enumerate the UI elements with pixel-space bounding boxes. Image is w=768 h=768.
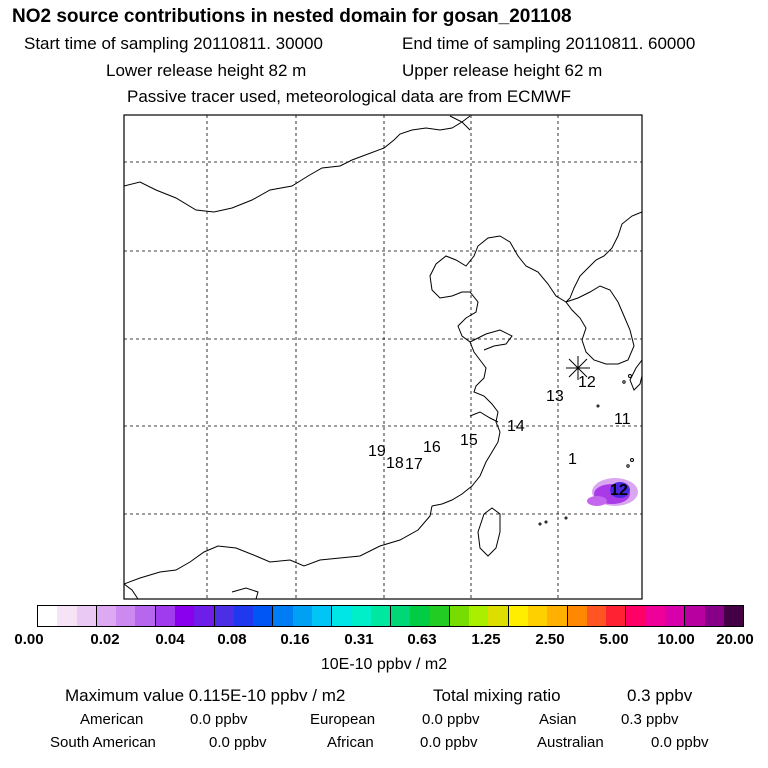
colorbar-segment [685, 606, 705, 626]
colorbar-segment [704, 606, 724, 626]
traj-label-13: 13 [546, 388, 564, 405]
colorbar-unit: 10E-10 ppbv / m2 [320, 656, 448, 673]
colorbar-segment [606, 606, 627, 626]
colorbar-segment [57, 606, 77, 626]
colorbar-segment [155, 606, 175, 626]
colorbar-segment [292, 606, 312, 626]
colorbar-tick: 2.50 [535, 631, 565, 648]
colorbar-tick: 20.00 [716, 631, 754, 648]
traj-label-1: 1 [568, 451, 577, 468]
colorbar-segment [449, 606, 470, 626]
upper-release-height: Upper release height 62 m [402, 61, 603, 80]
tracer-note: Passive tracer used, meteorological data… [127, 87, 572, 106]
colorbar-segment [508, 606, 529, 626]
colorbar-segment [135, 606, 156, 626]
korea-coastline [565, 285, 635, 365]
mongolia-border [124, 115, 471, 213]
region-name-african: African [327, 734, 374, 751]
region-name-asian: Asian [539, 711, 577, 728]
station-marker [566, 356, 590, 380]
inner-border [449, 115, 471, 131]
region-name-australian: Australian [537, 734, 604, 751]
colorbar-tick: 0.04 [155, 631, 185, 648]
concentration-plume [587, 478, 638, 506]
colorbar-segment [488, 606, 509, 626]
colorbar-tick: 1.25 [471, 631, 501, 648]
traj-label-17: 17 [405, 456, 423, 473]
colorbar-segment [332, 606, 352, 626]
region-name-south-american: South American [50, 734, 156, 751]
yangtze-river [469, 411, 499, 423]
region-value-australian: 0.0 ppbv [651, 734, 709, 751]
colorbar-segment [76, 606, 97, 626]
plot-title: NO2 source contributions in nested domai… [12, 6, 572, 27]
lower-release-height: Lower release height 82 m [106, 61, 307, 80]
south-china-coast [124, 505, 433, 585]
hainan-island [231, 587, 259, 599]
region-value-american: 0.0 ppbv [190, 711, 248, 728]
colorbar-segment [528, 606, 548, 626]
colorbar-segment [626, 606, 646, 626]
colorbar-segment [233, 606, 254, 626]
colorbar-tick: 5.00 [599, 631, 629, 648]
colorbar-segment [665, 606, 686, 626]
colorbar-segment [469, 606, 489, 626]
colorbar-segment [96, 606, 117, 626]
region-name-american: American [80, 711, 144, 728]
map-frame [123, 114, 643, 600]
end-time: End time of sampling 20110811. 60000 [402, 34, 696, 53]
colorbar-segment [194, 606, 215, 626]
colorbar-segment [116, 606, 136, 626]
colorbar-segment [253, 606, 274, 626]
start-time: Start time of sampling 20110811. 30000 [24, 34, 323, 53]
colorbar-segment [214, 606, 234, 626]
colorbar-segment [311, 606, 333, 626]
colorbar-segment [351, 606, 371, 626]
region-value-african: 0.0 ppbv [420, 734, 478, 751]
total-mixing-ratio-label: Total mixing ratio [433, 686, 561, 705]
traj-label-11: 11 [614, 411, 631, 428]
colorbar-segment [547, 606, 568, 626]
colorbar-segment [174, 606, 195, 626]
islands [538, 374, 634, 526]
china-coastline [429, 211, 642, 507]
traj-label-15: 15 [460, 432, 478, 449]
region-value-south-american: 0.0 ppbv [209, 734, 267, 751]
colorbar-segment [38, 606, 58, 626]
colorbar-segment [723, 606, 744, 626]
region-name-european: European [310, 711, 376, 728]
shandong-coast [469, 329, 513, 351]
japan-coastline [629, 359, 642, 391]
colorbar-tick: 0.16 [280, 631, 310, 648]
maximum-value: Maximum value 0.115E-10 ppbv / m2 [65, 686, 346, 705]
colorbar-tick: 0.31 [344, 631, 374, 648]
traj-label-16: 16 [423, 439, 441, 456]
colorbar-tick: 10.00 [657, 631, 695, 648]
plume-label-12: 12 [610, 482, 628, 499]
taiwan-island [477, 507, 501, 557]
color-bar [37, 605, 744, 627]
region-value-european: 0.0 ppbv [422, 711, 480, 728]
traj-label-12: 12 [578, 374, 596, 391]
colorbar-segment [410, 606, 430, 626]
lat-lon-grid [124, 115, 642, 599]
colorbar-segment [567, 606, 587, 626]
colorbar-segment [391, 606, 411, 626]
colorbar-tick: 0.08 [217, 631, 247, 648]
colorbar-segment [429, 606, 450, 626]
total-mixing-ratio-value: 0.3 ppbv [627, 686, 693, 705]
region-value-asian: 0.3 ppbv [621, 711, 679, 728]
colorbar-segment [586, 606, 607, 626]
traj-label-19: 19 [368, 443, 386, 460]
vietnam-border [124, 583, 139, 599]
colorbar-segment [645, 606, 665, 626]
colorbar-segment [370, 606, 392, 626]
colorbar-tick: 0.63 [407, 631, 437, 648]
traj-label-14: 14 [507, 418, 525, 435]
colorbar-tick: 0.02 [90, 631, 120, 648]
traj-label-18: 18 [386, 455, 404, 472]
colorbar-segment [273, 606, 293, 626]
colorbar-tick: 0.00 [14, 631, 44, 648]
